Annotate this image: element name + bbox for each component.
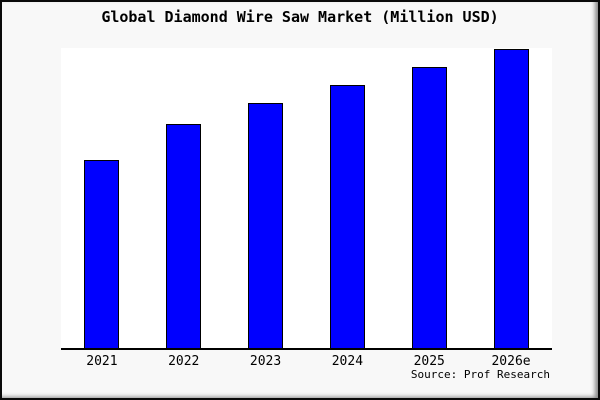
bar-slot-2021 xyxy=(61,48,143,348)
x-axis-label-2023: 2023 xyxy=(249,354,282,369)
x-axis-label-2026e: 2026e xyxy=(491,354,531,369)
bar-2022 xyxy=(166,123,202,348)
x-axis-labels: 2021 2022 2023 2024 2025 2026e xyxy=(61,354,552,369)
x-axis-label-2021: 2021 xyxy=(86,354,118,369)
x-axis-label-2025: 2025 xyxy=(413,354,445,369)
bar-2024 xyxy=(329,84,365,348)
bar-slot-2023 xyxy=(225,48,307,348)
source-credit: Source: Prof Research xyxy=(410,368,550,381)
bar-slot-2024 xyxy=(306,48,388,348)
plot-area xyxy=(61,48,552,350)
bar-slot-2026e xyxy=(470,48,552,348)
bar-slot-2025 xyxy=(388,48,470,348)
bar-slot-2022 xyxy=(143,48,225,348)
bars-container xyxy=(61,48,552,348)
chart-title: Global Diamond Wire Saw Market (Million … xyxy=(101,8,499,26)
bar-2023 xyxy=(248,102,284,348)
bar-2025 xyxy=(411,66,447,348)
x-axis-label-2024: 2024 xyxy=(331,354,364,369)
bar-2026e xyxy=(493,49,529,348)
bar-2021 xyxy=(84,159,120,348)
x-axis-label-2022: 2022 xyxy=(168,354,200,369)
